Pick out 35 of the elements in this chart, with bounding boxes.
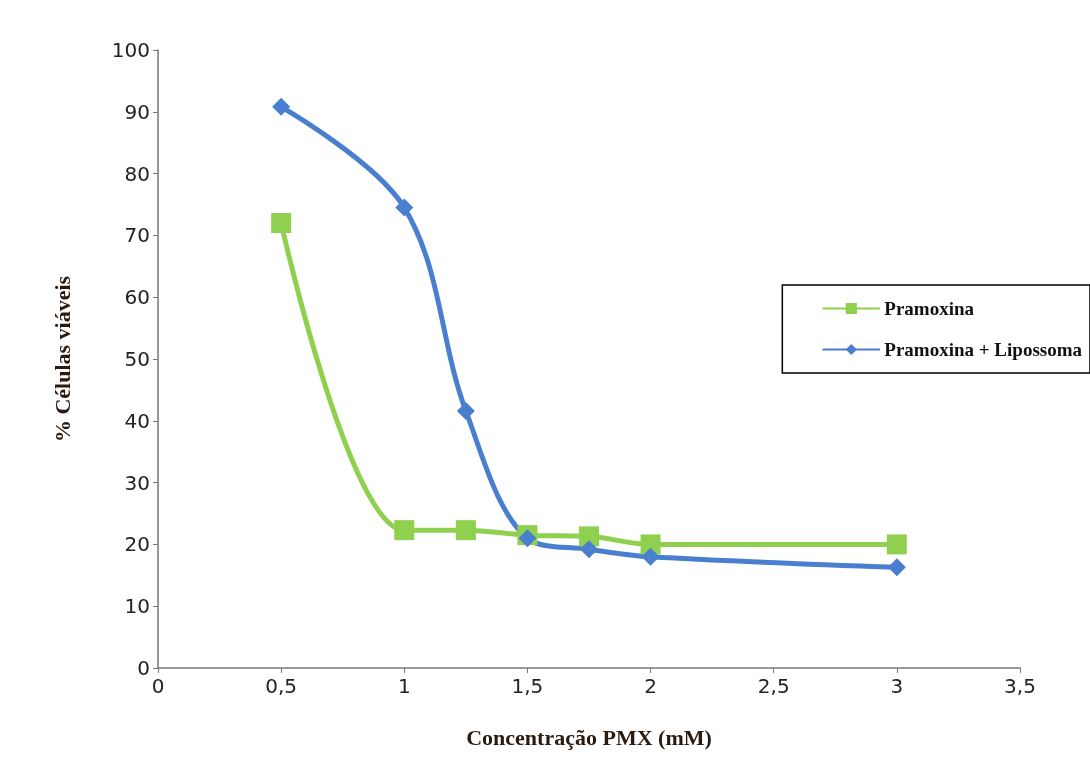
x-tick-label: 3 [890, 674, 904, 698]
x-tick-label: 0,5 [265, 674, 298, 698]
x-tick-label: 1 [397, 674, 411, 698]
y-tick-label: 70 [124, 223, 150, 248]
y-tick-label: 60 [124, 285, 150, 310]
point [455, 520, 476, 541]
point [886, 534, 907, 555]
point [272, 97, 291, 116]
x-tick-label: 3,5 [1004, 674, 1036, 698]
y-tick-label: 40 [124, 408, 150, 433]
y-tick-label: 80 [124, 161, 150, 186]
point [394, 520, 415, 541]
x-tick-label: 2 [644, 674, 657, 698]
y-tick-label: 50 [124, 347, 150, 371]
point [456, 401, 475, 420]
y-tick-label: 100 [111, 38, 150, 62]
y-axis-title: % Células viáveis [49, 275, 75, 443]
y-tick-label: 10 [124, 594, 150, 619]
x-tick-label: 1,5 [511, 674, 544, 698]
point [641, 547, 660, 566]
point [579, 526, 599, 547]
y-tick-label: 90 [124, 99, 150, 124]
x-tick-label: 2,5 [757, 674, 790, 698]
legend-label: Pramoxina + Lipossoma [884, 339, 1083, 360]
x-axis-title: Concentração PMX (mM) [466, 724, 712, 750]
x-tick-label: 0 [151, 674, 165, 698]
y-tick-label: 20 [124, 532, 150, 557]
point [395, 198, 414, 217]
y-tick-label: 0 [137, 656, 150, 680]
point [580, 540, 598, 559]
point [887, 558, 906, 577]
point [271, 213, 292, 234]
point [640, 534, 661, 555]
y-tick-label: 30 [124, 470, 150, 495]
legend-label: Pramoxina [884, 298, 975, 319]
